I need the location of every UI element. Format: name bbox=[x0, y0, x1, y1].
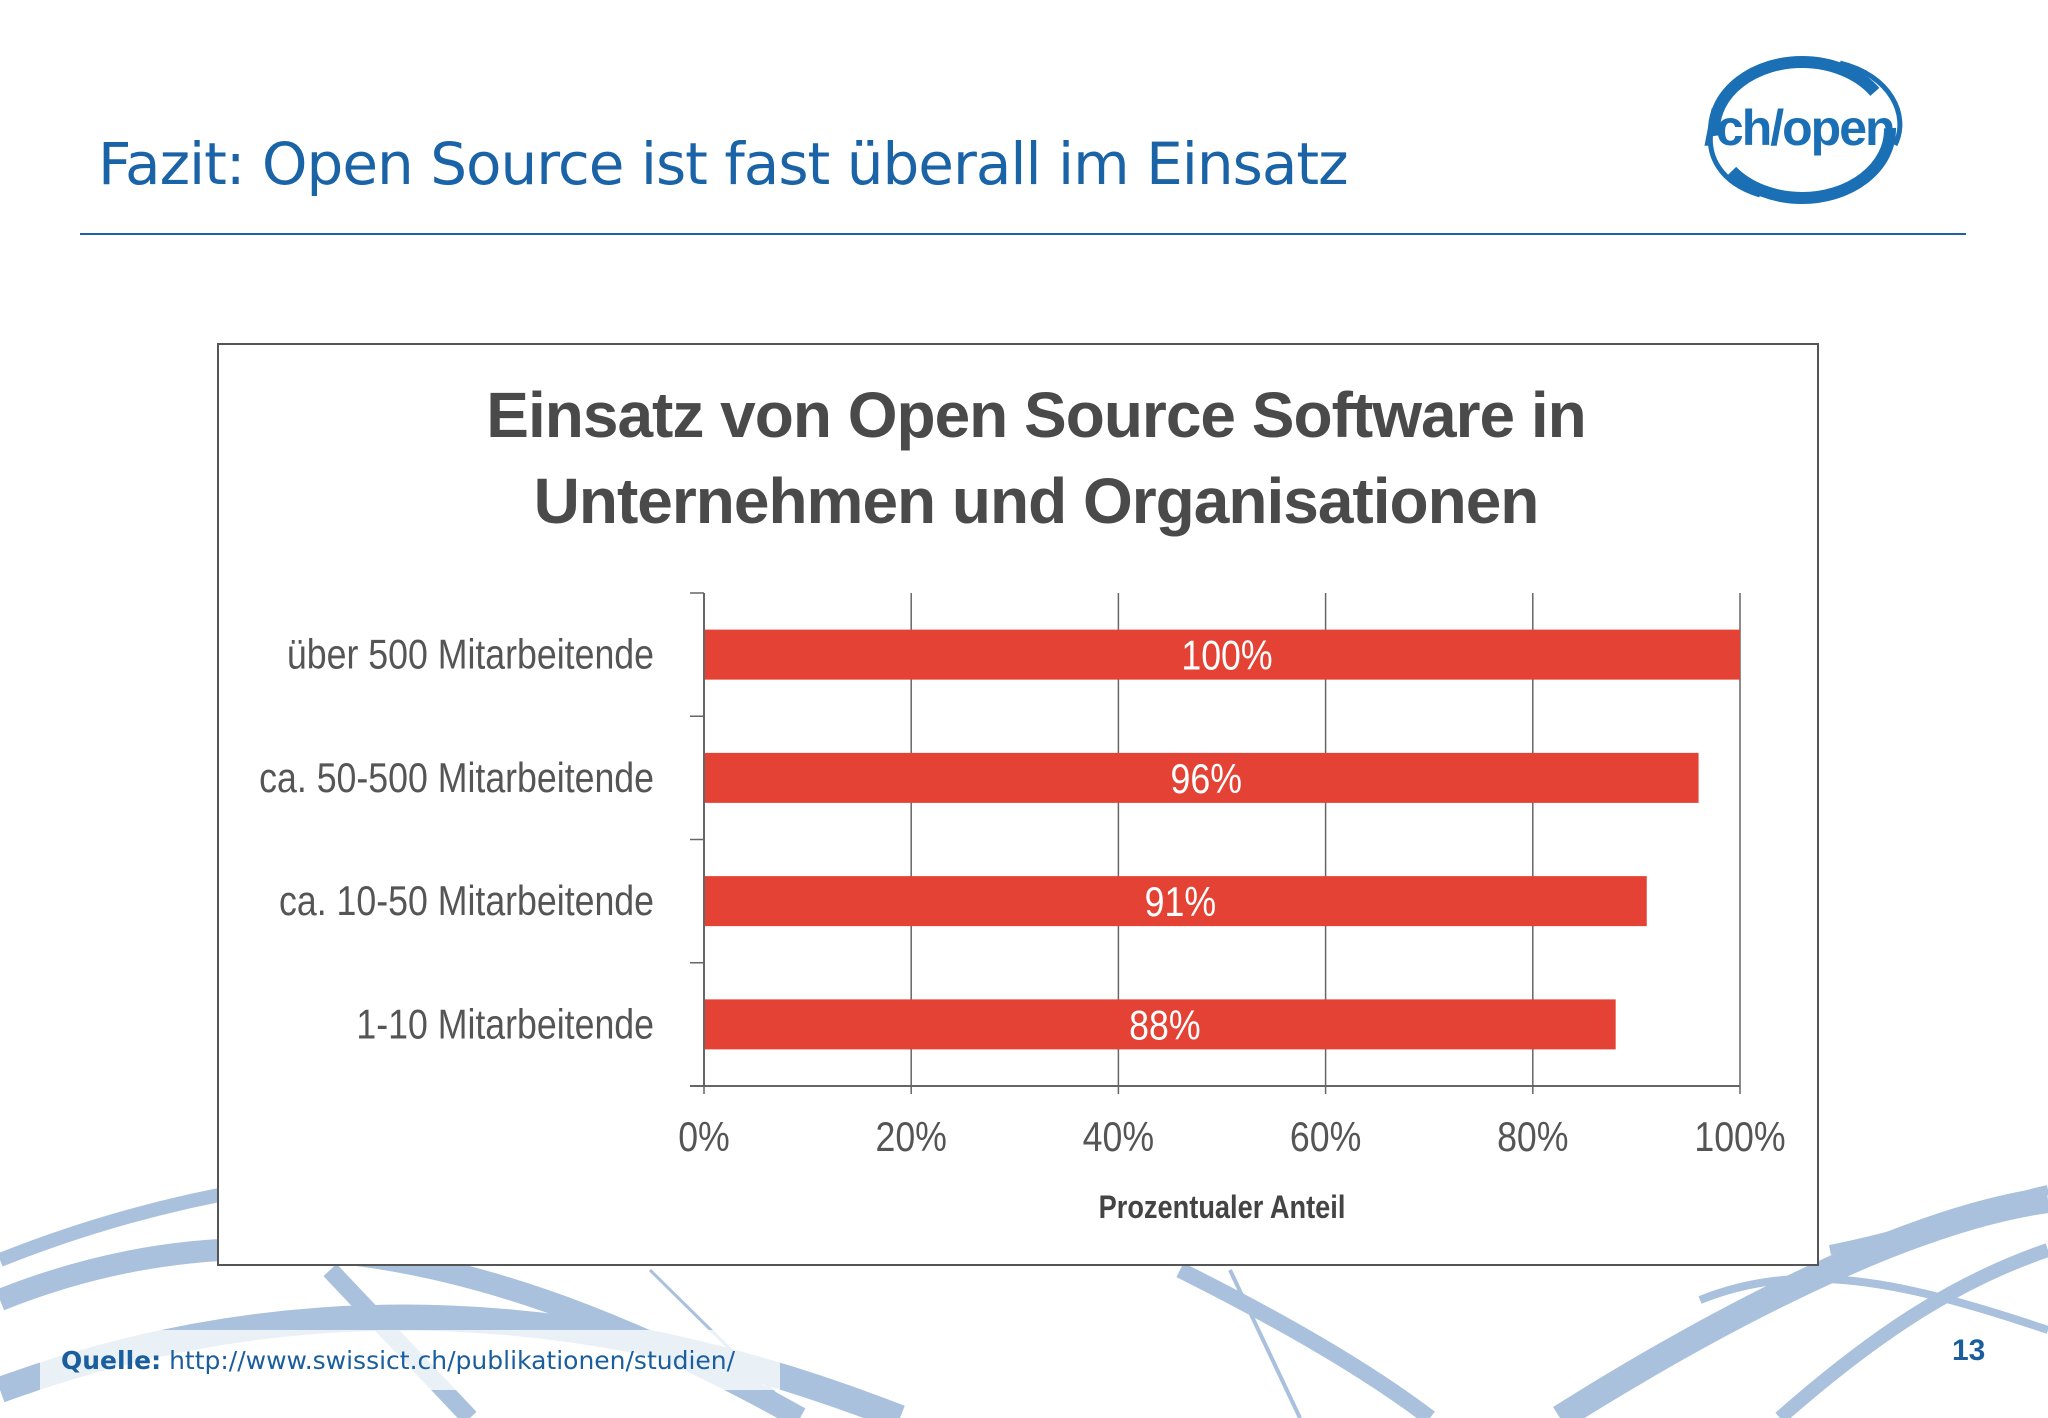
y-category-label: 1-10 Mitarbeitende bbox=[356, 1002, 654, 1048]
x-tick-label: 60% bbox=[1290, 1114, 1361, 1160]
y-category-label: über 500 Mitarbeitende bbox=[287, 632, 654, 678]
x-tick-label: 100% bbox=[1694, 1114, 1785, 1160]
x-tick-label: 80% bbox=[1497, 1114, 1568, 1160]
ch-open-logo: /ch/open bbox=[1704, 56, 1903, 204]
x-tick-label: 0% bbox=[678, 1114, 730, 1160]
bar bbox=[705, 999, 1616, 1050]
x-axis-title: Prozentualer Anteil bbox=[1099, 1190, 1346, 1226]
y-category-label: ca. 50-500 Mitarbeitende bbox=[259, 755, 654, 801]
bar bbox=[705, 876, 1647, 927]
bar-data-label: 96% bbox=[1171, 756, 1242, 802]
y-category-label: ca. 10-50 Mitarbeitende bbox=[279, 878, 654, 924]
bar-data-label: 100% bbox=[1181, 633, 1272, 679]
source-label: Quelle: bbox=[61, 1346, 162, 1375]
chart-container: Einsatz von Open Source Software in Unter… bbox=[217, 343, 1819, 1266]
bar bbox=[705, 752, 1699, 803]
title-divider bbox=[80, 233, 1966, 235]
logo-text: /ch/open bbox=[1704, 100, 1894, 156]
bar-chart: Einsatz von Open Source Software in Unter… bbox=[259, 379, 1785, 1226]
bar bbox=[705, 629, 1740, 680]
chart-title-line: Einsatz von Open Source Software in bbox=[486, 379, 1585, 451]
bar-data-label: 91% bbox=[1145, 879, 1216, 925]
source-note: Quelle: http://www.swissict.ch/publikati… bbox=[61, 1346, 735, 1375]
x-tick-label: 40% bbox=[1083, 1114, 1154, 1160]
chart-title-line: Unternehmen und Organisationen bbox=[534, 465, 1539, 537]
bar-data-label: 88% bbox=[1129, 1003, 1200, 1049]
source-link[interactable]: http://www.swissict.ch/publikationen/stu… bbox=[169, 1346, 736, 1375]
x-tick-label: 20% bbox=[875, 1114, 946, 1160]
page-number: 13 bbox=[1952, 1334, 1986, 1367]
slide-title: Fazit: Open Source ist fast überall im E… bbox=[98, 130, 1349, 198]
